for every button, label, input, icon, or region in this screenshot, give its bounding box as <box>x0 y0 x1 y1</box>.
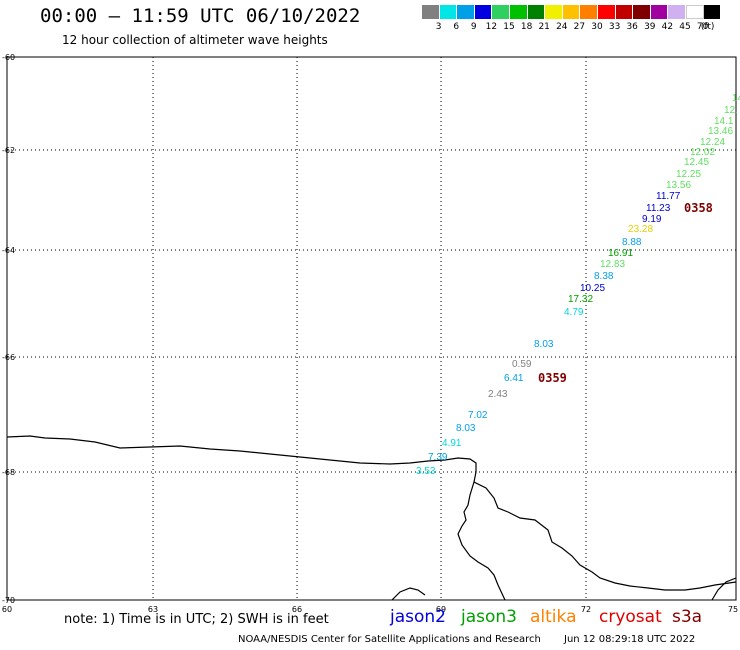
wave-height-label: 10.25 <box>580 283 605 294</box>
scale-swatch <box>509 5 528 19</box>
scale-swatch <box>422 5 440 19</box>
wave-height-label: 8.03 <box>456 423 476 434</box>
wave-height-label: 17.32 <box>568 294 593 305</box>
longitude-label: 75 <box>728 605 738 614</box>
wave-height-label: 6.41 <box>504 373 524 384</box>
credit-text: NOAA/NESDIS Center for Satellite Applica… <box>238 634 541 645</box>
scale-swatch <box>457 5 475 19</box>
scale-swatch <box>562 5 581 19</box>
wave-height-label: 7.02 <box>468 410 488 421</box>
scale-swatch <box>615 5 634 19</box>
credit-line: NOAA/NESDIS Center for Satellite Applica… <box>238 634 695 645</box>
scale-swatch <box>439 5 458 19</box>
wave-height-label: 7.39 <box>428 452 448 463</box>
color-scale-bar <box>422 5 722 19</box>
latitude-label: -70 <box>2 596 15 605</box>
scale-label: 45 <box>679 22 691 32</box>
scale-label: 39 <box>644 22 656 32</box>
scale-label: 6 <box>453 22 460 32</box>
longitude-label: 72 <box>581 605 591 614</box>
scale-label: 27 <box>573 22 586 32</box>
wave-height-label: 2.43 <box>488 389 508 400</box>
satellite-legend-cryosat: cryosat <box>599 607 662 627</box>
scale-label: 21 <box>538 22 550 32</box>
wave-height-label: 0.59 <box>512 359 532 370</box>
scale-label: 9 <box>470 22 477 32</box>
longitude-label: 69 <box>436 605 446 614</box>
scale-swatch <box>633 5 651 19</box>
wave-height-label: 8.88 <box>622 237 642 248</box>
scale-label: 33 <box>608 22 621 32</box>
scale-swatch <box>703 5 722 19</box>
longitude-label: 63 <box>148 605 158 614</box>
scale-swatch <box>685 5 704 19</box>
wave-height-label: 13.46 <box>708 126 733 137</box>
scale-label: 70 <box>696 22 709 32</box>
scale-label: 42 <box>661 22 674 32</box>
scale-swatch <box>650 5 669 19</box>
wave-height-label: 16.91 <box>608 248 633 259</box>
wave-height-label: 11.77 <box>656 191 681 202</box>
longitude-label: 60 <box>2 605 12 614</box>
footer-note: note: 1) Time is in UTC; 2) SWH is in fe… <box>64 612 329 627</box>
pass-time-label: 0359 <box>538 371 567 385</box>
latitude-label: -68 <box>2 468 15 477</box>
map-frame <box>6 56 737 601</box>
scale-label: (ft) <box>700 22 715 32</box>
satellite-legend-jason2: jason2 <box>390 607 446 627</box>
wave-height-label: 4.91 <box>442 438 462 449</box>
latitude-label: -62 <box>2 146 15 155</box>
scale-swatch <box>545 5 563 19</box>
antarctic-coastline <box>6 435 737 591</box>
wave-height-label: 9.19 <box>642 214 662 225</box>
pass-time-label: 0358 <box>684 201 713 215</box>
latitude-label: -60 <box>2 53 15 62</box>
wave-height-label: 3.53 <box>416 466 436 477</box>
wave-height-label: 11.23 <box>646 203 671 214</box>
wave-height-label: 12.83 <box>600 259 625 270</box>
generation-timestamp: Jun 12 08:29:18 UTC 2022 <box>564 634 696 645</box>
scale-label: 15 <box>503 22 515 32</box>
scale-swatch <box>474 5 493 19</box>
latitude-label: -66 <box>2 353 15 362</box>
coastline-east <box>711 577 737 601</box>
wave-height-label: 12.24 <box>700 137 725 148</box>
longitude-label: 66 <box>292 605 302 614</box>
scale-swatch <box>492 5 510 19</box>
scale-label: 12 <box>485 22 498 32</box>
wave-height-label: 8.03 <box>534 339 554 350</box>
scale-swatch <box>668 5 686 19</box>
wave-height-label: 23.28 <box>628 224 653 235</box>
map-subtitle: 12 hour collection of altimeter wave hei… <box>62 33 328 47</box>
latitude-label: -64 <box>2 246 15 255</box>
wave-height-label: 14. <box>732 93 740 104</box>
wave-height-label: 13.56 <box>666 180 691 191</box>
coastline-inlet <box>457 481 506 601</box>
coastline-bottom <box>391 587 426 601</box>
wave-height-label: 8.38 <box>594 271 614 282</box>
wave-height-label: 12.45 <box>684 157 709 168</box>
scale-label: 18 <box>520 22 533 32</box>
scale-swatch <box>580 5 598 19</box>
scale-swatch <box>527 5 546 19</box>
satellite-legend-s3a: s3a <box>672 607 703 627</box>
scale-label: 36 <box>626 22 638 32</box>
map-title: 00:00 – 11:59 UTC 06/10/2022 <box>40 5 361 27</box>
scale-label: 24 <box>556 22 568 32</box>
scale-label: 3 <box>435 22 442 32</box>
wave-height-label: 4.79 <box>564 307 584 318</box>
wave-height-label: 12.02 <box>690 147 715 158</box>
wave-height-label: 12. <box>724 105 738 116</box>
wave-height-label: 12.25 <box>676 169 701 180</box>
scale-label: 30 <box>591 22 603 32</box>
satellite-legend-jason3: jason3 <box>461 607 517 627</box>
satellite-legend-altika: altika <box>530 607 577 627</box>
scale-swatch <box>597 5 616 19</box>
wave-height-label: 14.1 <box>714 116 734 127</box>
graticule <box>7 57 736 600</box>
